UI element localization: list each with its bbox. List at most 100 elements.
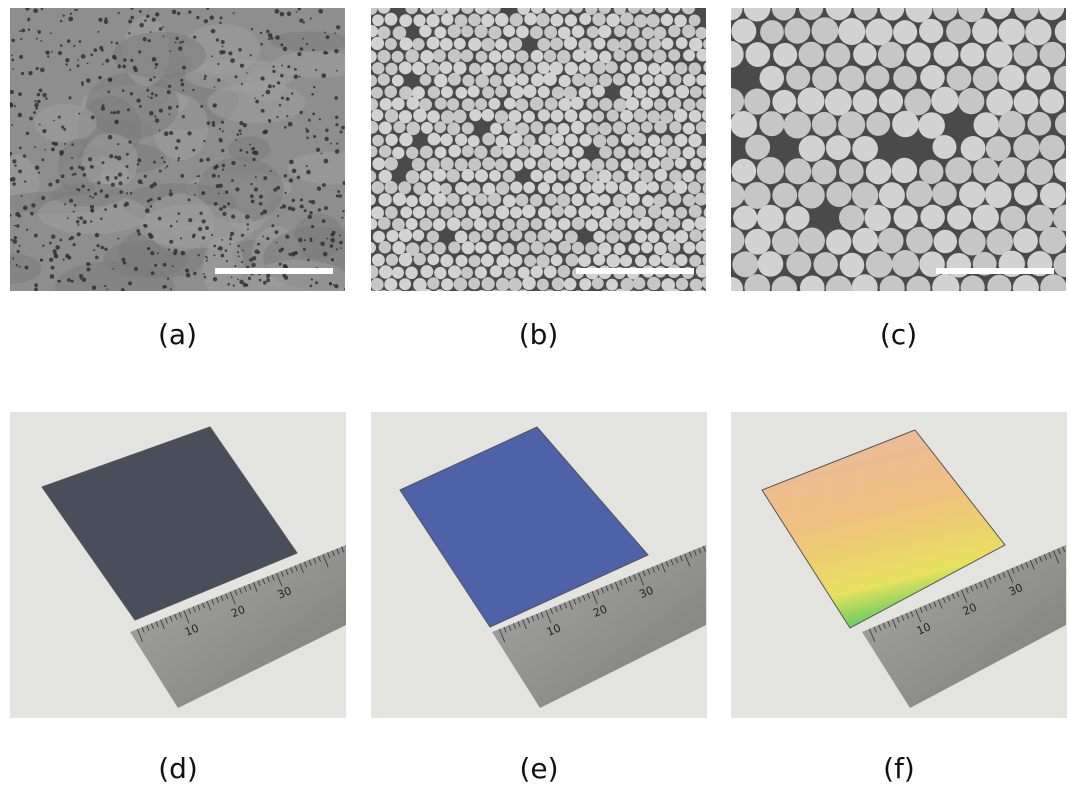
sem-sphere [598, 25, 611, 38]
sem-sphere [385, 63, 397, 75]
sem-sphere [599, 122, 612, 135]
sem-sphere [392, 147, 404, 159]
sem-sphere [718, 227, 744, 253]
sem-sphere [530, 26, 543, 39]
sem-sphere [717, 206, 729, 218]
sem-pore [65, 58, 69, 62]
sem-pore [251, 263, 255, 267]
sem-pore [37, 30, 41, 34]
sem-pore [306, 170, 311, 175]
sem-sphere [959, 228, 986, 255]
sem-sphere [613, 289, 626, 302]
sem-sphere [613, 49, 625, 61]
sem-sphere [760, 20, 784, 44]
sem-sphere [599, 289, 611, 301]
sem-pore [146, 89, 149, 92]
sem-pore [64, 203, 66, 205]
sem-pore [104, 248, 107, 251]
sem-pore [152, 57, 157, 62]
sem-sphere [516, 289, 529, 302]
sem-sphere [634, 61, 647, 74]
sem-pore [158, 197, 162, 201]
sem-pore [34, 100, 36, 102]
sem-sphere [668, 1, 681, 14]
sem-sphere [475, 193, 488, 206]
sem-sphere [510, 13, 523, 26]
sem-sphere [1054, 300, 1070, 325]
sem-pore [151, 271, 155, 275]
sem-sphere [619, 38, 631, 50]
sem-sphere [591, 158, 604, 171]
sem-sphere [550, 37, 563, 50]
sem-sphere [1040, 135, 1065, 160]
sem-sphere [627, 122, 640, 135]
sem-sphere [475, 266, 487, 278]
sem-sphere [579, 62, 591, 74]
sem-pore [139, 10, 142, 13]
sem-sphere [702, 109, 715, 122]
sem-sphere [641, 49, 653, 61]
sem-sphere [1027, 299, 1051, 323]
sem-pore [16, 224, 19, 227]
sem-pore [272, 70, 275, 73]
sem-pore [204, 78, 206, 80]
sem-pore [177, 212, 180, 215]
sem-sphere [488, 98, 500, 110]
sem-pore [334, 33, 336, 35]
sem-sphere [973, 158, 999, 184]
sem-pore [128, 281, 132, 285]
sem-sphere [689, 38, 703, 52]
sem-pore [81, 83, 84, 86]
sem-sphere [530, 194, 543, 207]
sem-pore [248, 277, 251, 280]
sem-pore [137, 163, 140, 166]
sem-sphere [537, 158, 550, 171]
sem-pore [203, 140, 205, 142]
sem-sphere [1025, 19, 1051, 45]
sem-sphere [634, 181, 647, 194]
sem-pore [223, 205, 226, 208]
sem-sphere [592, 0, 605, 3]
sem-pore [73, 45, 75, 47]
sem-pore [128, 140, 131, 143]
sem-sphere [612, 171, 624, 183]
sem-sphere [654, 1, 666, 13]
sem-sphere [674, 109, 687, 122]
sem-pore [34, 288, 38, 292]
sem-sphere [393, 121, 405, 133]
sem-pore [211, 234, 213, 236]
sem-sphere [826, 135, 851, 160]
sem-pore [138, 50, 141, 53]
sem-sphere [668, 241, 681, 254]
sem-pore [79, 40, 82, 43]
sem-pore [330, 238, 335, 243]
sem-sphere [675, 254, 687, 266]
sem-sphere [456, 255, 468, 267]
sem-pore [325, 137, 329, 141]
sem-pore [69, 199, 73, 203]
sem-sphere [571, 1, 583, 13]
sem-pore [102, 161, 105, 164]
sem-sphere [892, 158, 917, 183]
sem-pore [128, 19, 132, 23]
sem-sphere [412, 62, 425, 75]
sem-sphere [516, 73, 528, 85]
sem-pore [159, 109, 163, 113]
sem-sphere [496, 181, 509, 194]
sem-sphere [998, 65, 1024, 91]
sem-pore [336, 194, 339, 197]
sem-sphere [710, 219, 722, 231]
sem-pore [10, 239, 12, 241]
sem-pore [74, 173, 77, 176]
sem-pore [205, 226, 209, 230]
sem-pore [101, 246, 104, 249]
sem-pore [229, 237, 232, 240]
sem-pore [182, 115, 185, 118]
sem-pore [61, 174, 65, 178]
sem-sphere [669, 121, 681, 133]
sem-sphere [357, 278, 370, 291]
sem-sphere [605, 181, 618, 194]
sem-pore [118, 172, 122, 176]
sem-sphere [558, 265, 571, 278]
sem-pore [249, 258, 253, 262]
